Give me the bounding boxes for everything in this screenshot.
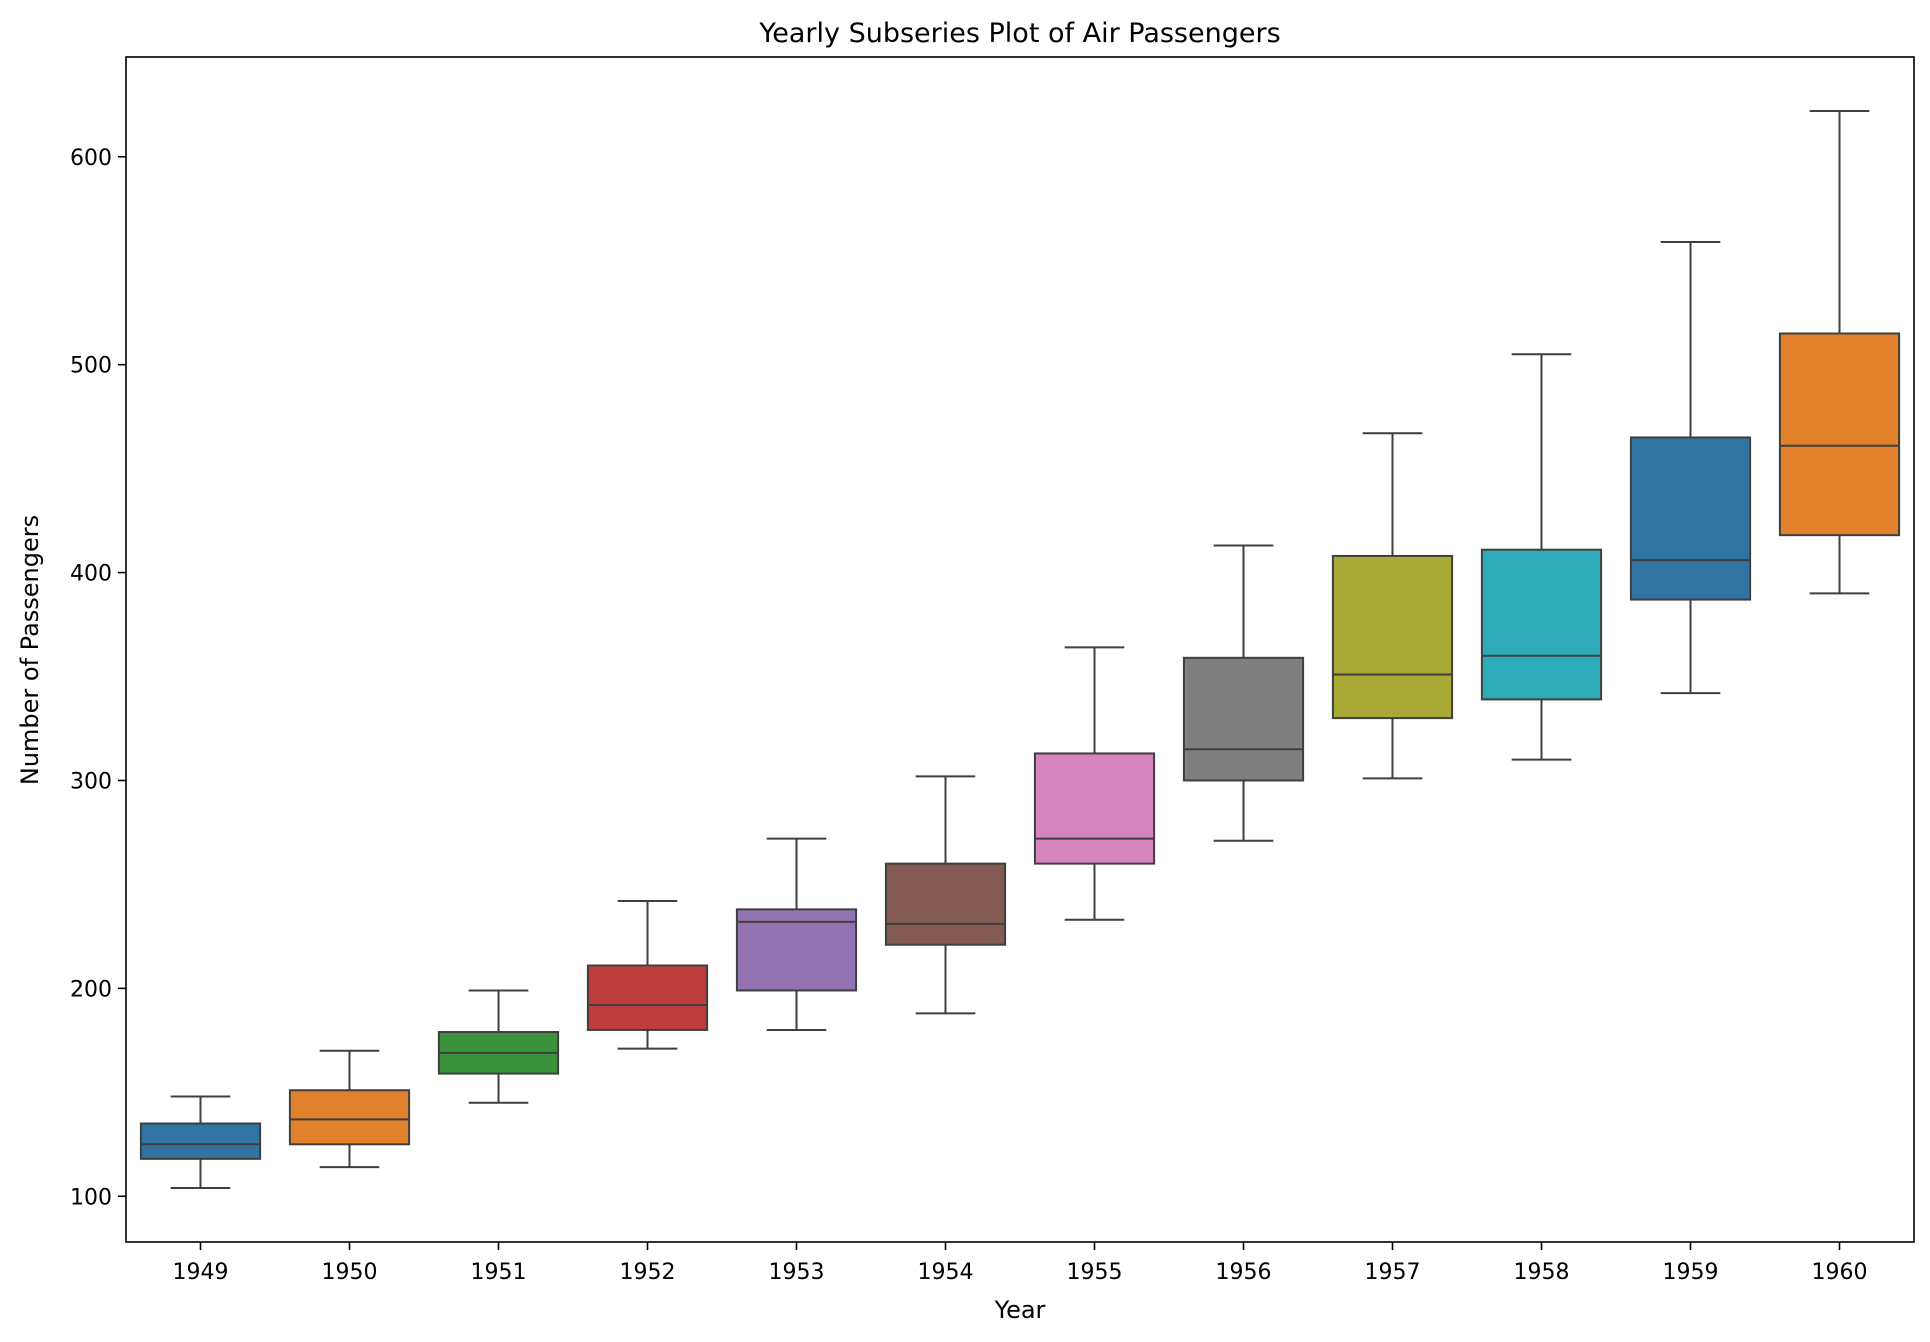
iqr-box (1331, 554, 1454, 720)
x-tick-label: 1951 (471, 1260, 527, 1285)
plot-area (139, 110, 1901, 1189)
box-1954 (884, 775, 1007, 1015)
x-tick-label: 1949 (173, 1260, 229, 1285)
iqr-box (884, 862, 1007, 946)
y-tick-label: 500 (70, 354, 112, 379)
x-tick-label: 1960 (1812, 1260, 1868, 1285)
y-axis: 100 200 300 400 500 600 (70, 146, 126, 1210)
y-tick-label: 200 (70, 977, 112, 1002)
x-tick-label: 1953 (769, 1260, 825, 1285)
x-tick-label: 1959 (1663, 1260, 1719, 1285)
iqr-box (139, 1122, 262, 1160)
box-1951 (437, 989, 560, 1104)
chart-title: Yearly Subseries Plot of Air Passengers (758, 18, 1280, 49)
box-1960 (1778, 110, 1901, 595)
y-tick-label: 300 (70, 769, 112, 794)
x-tick-label: 1954 (918, 1260, 974, 1285)
box-1955 (1033, 646, 1156, 921)
x-tick-label: 1958 (1514, 1260, 1570, 1285)
iqr-box (1778, 332, 1901, 537)
x-tick-label: 1955 (1067, 1260, 1123, 1285)
y-tick-label: 400 (70, 562, 112, 587)
x-tick-label: 1956 (1216, 1260, 1272, 1285)
box-1959 (1629, 241, 1752, 695)
x-tick-label: 1957 (1365, 1260, 1421, 1285)
x-axis: 1949 1950 1951 1952 1953 1954 1955 1956 1957 1958… (173, 1242, 1868, 1285)
box-1949 (139, 1095, 262, 1189)
iqr-box (586, 964, 709, 1031)
x-axis-label: Year (994, 1296, 1046, 1324)
x-tick-label: 1950 (322, 1260, 378, 1285)
box-1953 (735, 837, 858, 1031)
iqr-box (1182, 656, 1305, 782)
plot-frame (125, 56, 1915, 1243)
box-1958 (1480, 353, 1603, 761)
iqr-box (288, 1089, 411, 1146)
box-1957 (1331, 432, 1454, 780)
y-axis-label: Number of Passengers (16, 515, 44, 785)
box-1952 (586, 900, 709, 1050)
y-tick-label: 600 (70, 146, 112, 171)
box-1950 (288, 1049, 411, 1169)
iqr-box (1629, 436, 1752, 601)
iqr-box (735, 908, 858, 992)
y-tick-label: 100 (70, 1185, 112, 1210)
iqr-box (1480, 548, 1603, 701)
iqr-box (1033, 752, 1156, 865)
x-tick-label: 1952 (620, 1260, 676, 1285)
box-1956 (1182, 544, 1305, 842)
